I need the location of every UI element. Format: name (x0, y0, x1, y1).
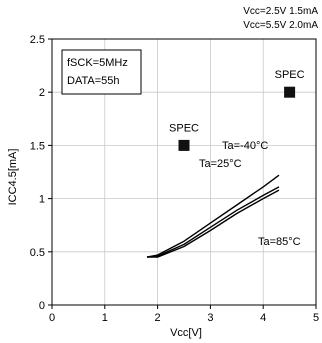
plot-frame (51, 38, 317, 306)
y-tick-label: 2.5 (30, 34, 45, 46)
series-label-ta-40: Ta=-40°C (222, 140, 268, 152)
series-label-ta-25: Ta=25°C (199, 158, 242, 170)
y-tick-label: 0 (39, 300, 45, 312)
series-line-1 (146, 174, 280, 258)
series-label-ta-85: Ta=85°C (258, 236, 301, 248)
x-tick-label: 2 (155, 312, 161, 324)
conditions-box (61, 49, 142, 95)
series-line-3 (147, 189, 280, 258)
y-tick-label: 1 (39, 194, 45, 206)
condition-fsck: fSCK=5MHz (67, 57, 128, 69)
x-axis-label: Vcc[V] (170, 327, 202, 339)
grid (52, 39, 316, 305)
x-tick-label: 3 (207, 312, 213, 324)
condition-data: DATA=55h (67, 75, 119, 87)
x-tick-label: 4 (260, 312, 266, 324)
y-axis-label: ICC4.5[mA] (7, 149, 19, 206)
x-tick-label: 5 (313, 312, 319, 324)
y-tick-label: 2 (39, 87, 45, 99)
x-tick-label: 0 (49, 312, 55, 324)
x-tick-label: 1 (102, 312, 108, 324)
spec-label-1: SPEC (169, 122, 199, 134)
spec-note-2: Vcc=5.5V 2.0mA (243, 20, 318, 31)
axis-ticks: 0 1 2 3 4 5 0 0.5 1 1.5 2 2.5 (30, 34, 319, 324)
spec-marker-1 (178, 139, 190, 151)
y-tick-label: 1.5 (30, 140, 45, 152)
spec-marker-2 (284, 86, 296, 98)
spec-points: SPEC SPEC (169, 69, 305, 151)
series-line-2 (146, 186, 280, 258)
spec-note-1: Vcc=2.5V 1.5mA (243, 6, 318, 17)
series-lines (146, 174, 280, 258)
y-tick-label: 0.5 (30, 247, 45, 259)
spec-label-2: SPEC (275, 69, 305, 81)
